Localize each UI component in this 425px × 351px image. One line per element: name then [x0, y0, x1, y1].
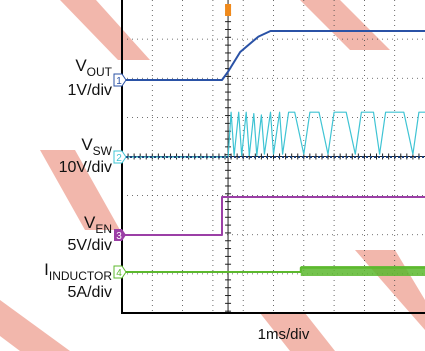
watermark-stripe	[0, 300, 70, 351]
channel-marker-shape	[114, 229, 126, 241]
trace-layer	[122, 30, 425, 276]
channel-scale: 5A/div	[68, 284, 112, 301]
channel-name: VEN	[84, 213, 112, 236]
watermark-stripe	[355, 250, 425, 330]
channel-scale: 5V/div	[68, 237, 112, 254]
channel-scale: 1V/div	[68, 82, 112, 99]
x-axis-label: 1ms/div	[258, 326, 310, 343]
trace-vout	[122, 30, 425, 81]
channel-marker-shape	[113, 73, 127, 87]
channel-marker-3: 3	[114, 229, 126, 242]
trace-ven	[122, 196, 425, 236]
channel-marker-4: 4	[113, 265, 127, 279]
channel-name: VSW	[81, 135, 112, 158]
watermark-stripe	[40, 150, 120, 230]
trace-iind-ripple	[300, 266, 425, 276]
channel-number: 1	[116, 76, 122, 87]
channel-marker-2: 2	[113, 150, 127, 164]
trigger-marker	[225, 4, 232, 16]
watermark-stripe	[260, 313, 335, 351]
channel-marker-layer: 1 2 3 4	[113, 73, 127, 279]
channel-number: 3	[116, 231, 122, 242]
channel-name: IINDUCTOR	[44, 260, 112, 283]
channel-marker-shape	[113, 265, 127, 279]
channel-number: 4	[116, 268, 122, 279]
channel-marker-shape	[113, 150, 127, 164]
watermark-stripe	[300, 0, 390, 50]
trace-vsw	[122, 111, 425, 158]
watermark-stripe	[60, 0, 150, 60]
channel-scale: 10V/div	[59, 159, 112, 176]
channel-number: 2	[116, 153, 122, 164]
channel-label-vout: VOUT 1V/div	[68, 56, 113, 99]
channel-name: VOUT	[75, 56, 112, 79]
channel-marker-1: 1	[113, 73, 127, 87]
